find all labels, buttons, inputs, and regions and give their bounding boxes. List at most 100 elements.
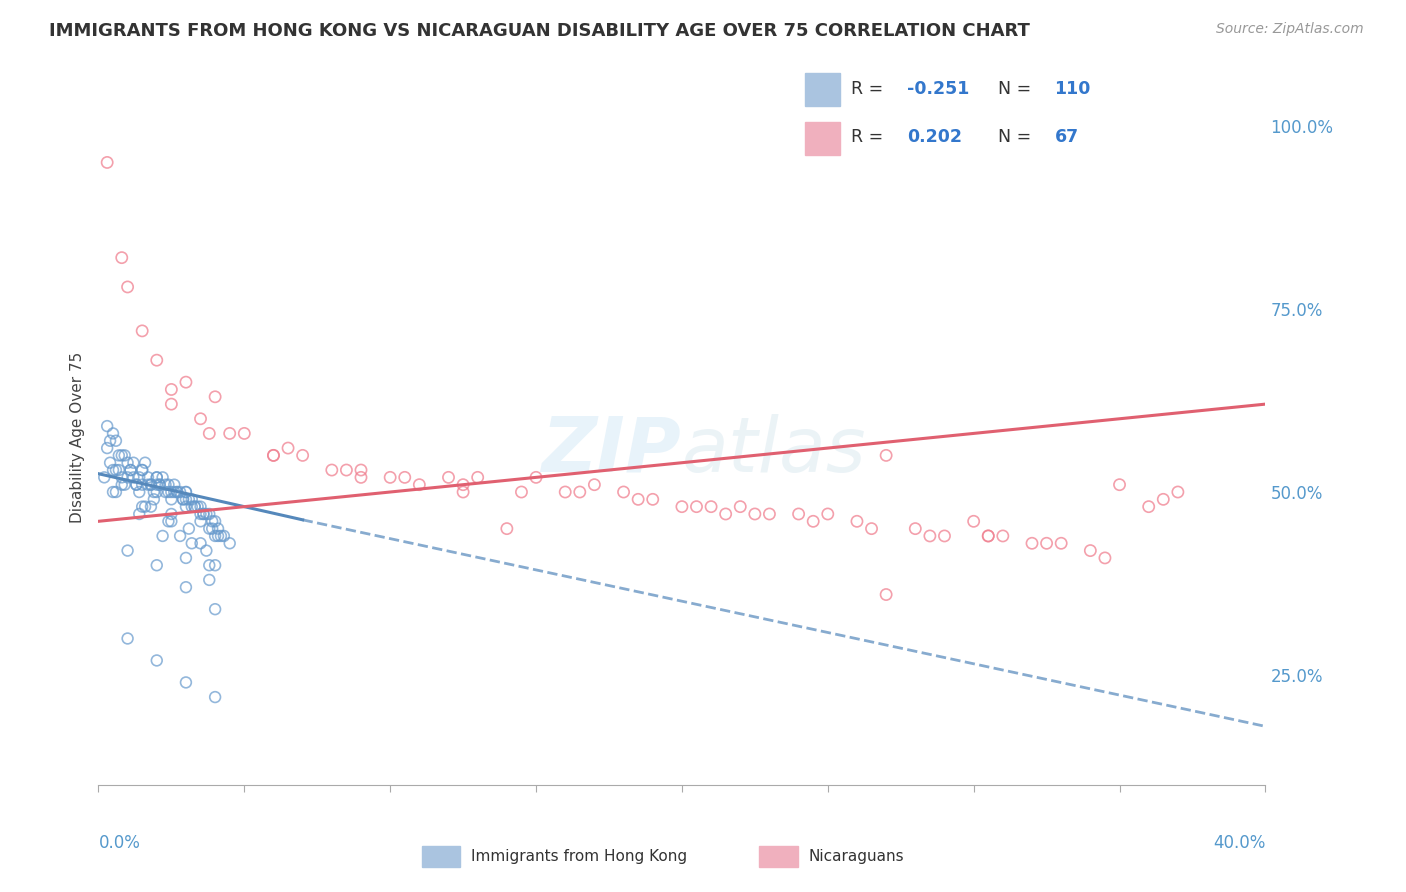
- Point: [183, 500, 205, 514]
- Point: [787, 507, 810, 521]
- Point: [378, 470, 402, 484]
- Point: [1080, 543, 1102, 558]
- Point: [114, 477, 136, 491]
- Point: [134, 456, 156, 470]
- Point: [190, 507, 212, 521]
- Point: [437, 470, 460, 484]
- Point: [180, 536, 202, 550]
- Point: [101, 426, 124, 441]
- Point: [166, 485, 188, 500]
- Point: [120, 463, 142, 477]
- Bar: [422, 846, 461, 867]
- Text: R =: R =: [851, 80, 889, 98]
- Point: [142, 492, 165, 507]
- Point: [204, 602, 226, 616]
- Point: [190, 514, 212, 528]
- Point: [136, 477, 159, 491]
- Point: [111, 477, 134, 491]
- Point: [146, 653, 169, 667]
- Point: [96, 155, 118, 169]
- Point: [1137, 500, 1160, 514]
- Point: [1050, 536, 1073, 550]
- Point: [991, 529, 1014, 543]
- Point: [117, 456, 139, 470]
- Point: [207, 522, 229, 536]
- Point: [160, 485, 183, 500]
- Point: [180, 492, 202, 507]
- Point: [209, 529, 232, 543]
- Text: ZIP: ZIP: [543, 414, 682, 488]
- Text: atlas: atlas: [682, 414, 866, 488]
- Point: [671, 500, 693, 514]
- Point: [155, 477, 177, 491]
- Point: [122, 470, 145, 484]
- Point: [201, 522, 224, 536]
- Point: [817, 507, 839, 521]
- Point: [146, 470, 169, 484]
- Point: [335, 463, 357, 477]
- Point: [131, 500, 153, 514]
- Point: [98, 456, 121, 470]
- Point: [142, 485, 165, 500]
- Point: [172, 492, 194, 507]
- Point: [146, 485, 169, 500]
- Point: [174, 500, 197, 514]
- Point: [408, 477, 430, 491]
- Point: [146, 477, 169, 491]
- Point: [262, 449, 284, 463]
- Point: [169, 485, 191, 500]
- Point: [918, 529, 941, 543]
- Point: [131, 463, 153, 477]
- Point: [934, 529, 956, 543]
- Text: 40.0%: 40.0%: [1213, 834, 1265, 852]
- Point: [114, 449, 136, 463]
- Point: [1167, 485, 1189, 500]
- Point: [131, 477, 153, 491]
- Point: [627, 492, 650, 507]
- Point: [157, 514, 180, 528]
- Text: Nicaraguans: Nicaraguans: [808, 849, 904, 863]
- Point: [117, 632, 139, 646]
- Point: [136, 470, 159, 484]
- Point: [101, 463, 124, 477]
- Point: [262, 449, 284, 463]
- Point: [139, 477, 162, 491]
- Point: [139, 477, 162, 491]
- Point: [198, 558, 221, 573]
- Point: [125, 477, 148, 491]
- Point: [554, 485, 576, 500]
- Point: [801, 514, 824, 528]
- Point: [467, 470, 489, 484]
- Text: IMMIGRANTS FROM HONG KONG VS NICARAGUAN DISABILITY AGE OVER 75 CORRELATION CHART: IMMIGRANTS FROM HONG KONG VS NICARAGUAN …: [49, 22, 1031, 40]
- Point: [190, 411, 212, 425]
- Point: [641, 492, 664, 507]
- Point: [201, 514, 224, 528]
- Point: [152, 529, 174, 543]
- Point: [174, 550, 197, 565]
- Point: [160, 492, 183, 507]
- Point: [1094, 550, 1116, 565]
- Point: [218, 536, 240, 550]
- Point: [198, 573, 221, 587]
- Point: [160, 383, 183, 397]
- Point: [180, 500, 202, 514]
- Point: [160, 397, 183, 411]
- Point: [730, 500, 752, 514]
- Point: [163, 485, 186, 500]
- Text: 0.0%: 0.0%: [98, 834, 141, 852]
- Point: [128, 507, 150, 521]
- Point: [685, 500, 707, 514]
- Point: [111, 470, 134, 484]
- Point: [962, 514, 984, 528]
- Point: [149, 477, 172, 491]
- Point: [190, 500, 212, 514]
- Point: [111, 449, 134, 463]
- Point: [111, 251, 134, 265]
- Point: [291, 449, 314, 463]
- Y-axis label: Disability Age Over 75: Disability Age Over 75: [69, 351, 84, 523]
- Point: [172, 492, 194, 507]
- Point: [93, 470, 115, 484]
- Point: [977, 529, 1000, 543]
- Point: [152, 470, 174, 484]
- Point: [198, 522, 221, 536]
